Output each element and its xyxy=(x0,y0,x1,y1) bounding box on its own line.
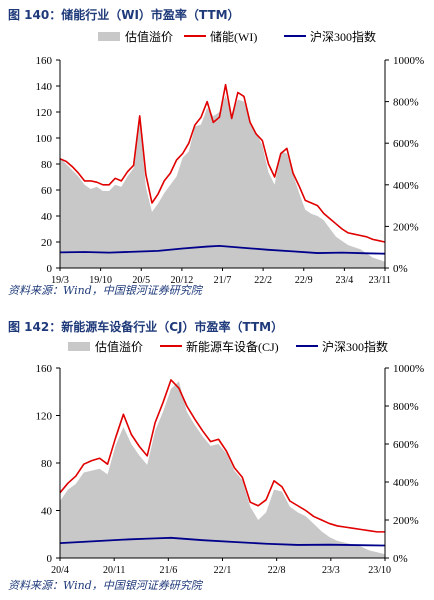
y-right-tick-label: 0% xyxy=(393,553,408,565)
legend-swatch-premium xyxy=(98,32,120,41)
chart-panel-1: 图 140：储能行业（WI）市盈率（TTM） 估值溢价 储能(WI) 沪深300指数… xyxy=(0,6,434,297)
legend-label: 储能(WI) xyxy=(210,29,257,44)
y-left-tick-label: 60 xyxy=(41,185,53,197)
legend: 估值溢价 储能(WI) 沪深300指数 xyxy=(98,29,376,44)
y-right-tick-label: 1000% xyxy=(393,363,424,375)
y-left-tick-label: 80 xyxy=(41,159,53,171)
legend-label: 估值溢价 xyxy=(125,29,173,44)
x-tick-label: 23/11 xyxy=(369,275,391,286)
source-note: 资料来源：Wind，中国银河证券研究院 xyxy=(8,284,202,297)
legend-label: 估值溢价 xyxy=(95,339,143,354)
x-tick-label: 21/7 xyxy=(214,275,232,286)
y-right-tick-label: 600% xyxy=(393,439,419,451)
legend-label: 新能源车设备(CJ) xyxy=(186,339,279,354)
x-tick-label: 22/1 xyxy=(214,565,232,576)
series-premium-area xyxy=(60,95,385,268)
y-left-tick-label: 0 xyxy=(47,263,53,275)
y-right-tick-label: 400% xyxy=(393,180,419,192)
y-left-tick-label: 20 xyxy=(41,237,53,249)
legend-swatch-premium xyxy=(68,342,90,351)
x-tick-label: 20/12 xyxy=(170,275,193,286)
y-right-tick-label: 1000% xyxy=(393,55,424,67)
x-tick-label: 19/3 xyxy=(51,275,69,286)
legend: 估值溢价 新能源车设备(CJ) 沪深300指数 xyxy=(68,339,388,354)
x-tick-label: 23/10 xyxy=(368,565,391,576)
y-right-tick-label: 600% xyxy=(393,138,419,150)
y-left-tick-label: 160 xyxy=(36,55,53,67)
legend-label: 沪深300指数 xyxy=(322,339,388,354)
y-left-tick-label: 80 xyxy=(41,458,53,470)
series-sector-line xyxy=(59,83,386,243)
chart-title: 图 140：储能行业（WI）市盈率（TTM） xyxy=(8,8,240,22)
x-tick-label: 20/11 xyxy=(103,565,125,576)
x-tick-label: 20/4 xyxy=(51,565,69,576)
x-tick-label: 23/3 xyxy=(322,565,340,576)
x-tick-label: 20/5 xyxy=(132,275,150,286)
legend-label: 沪深300指数 xyxy=(310,29,376,44)
x-tick-label: 19/10 xyxy=(89,275,112,286)
y-left-tick-label: 140 xyxy=(36,81,53,93)
y-right-tick-label: 800% xyxy=(393,97,419,109)
chart-1: 估值溢价 储能(WI) 沪深300指数 0 20 40 60 80 100 120 140 160 0%… xyxy=(36,29,425,286)
x-tick-label: 22/8 xyxy=(268,565,286,576)
y-right-tick-label: 0% xyxy=(393,263,408,275)
y-right-tick-label: 800% xyxy=(393,401,419,413)
x-tick-label: 22/2 xyxy=(254,275,272,286)
series-index-line xyxy=(59,536,386,547)
x-tick-label: 22/9 xyxy=(295,275,313,286)
y-left-tick-label: 120 xyxy=(36,107,53,119)
series-sector-line xyxy=(59,379,385,533)
chart-2: 估值溢价 新能源车设备(CJ) 沪深300指数 0 40 80 120 160 0% 200% 40… xyxy=(36,339,425,576)
y-left-tick-label: 40 xyxy=(41,211,53,223)
y-left-tick-label: 40 xyxy=(41,506,53,518)
y-right-tick-label: 200% xyxy=(393,515,419,527)
y-right-tick-label: 200% xyxy=(393,221,419,233)
chart-title: 图 142：新能源车设备行业（CJ）市盈率（TTM） xyxy=(8,320,284,334)
chart-panel-2: 图 142：新能源车设备行业（CJ）市盈率（TTM） 估值溢价 新能源车设备(CJ… xyxy=(0,318,434,600)
y-left-tick-label: 120 xyxy=(36,411,53,423)
series-premium-area xyxy=(60,381,385,558)
y-left-tick-label: 160 xyxy=(36,363,53,375)
x-tick-label: 21/6 xyxy=(159,565,177,576)
series-index-line xyxy=(59,244,386,255)
source-note: 资料来源：Wind，中国银河证券研究院 xyxy=(8,579,202,592)
y-left-tick-label: 100 xyxy=(36,133,53,145)
y-right-tick-label: 400% xyxy=(393,477,419,489)
y-left-tick-label: 0 xyxy=(47,553,53,565)
x-tick-label: 23/4 xyxy=(335,275,353,286)
